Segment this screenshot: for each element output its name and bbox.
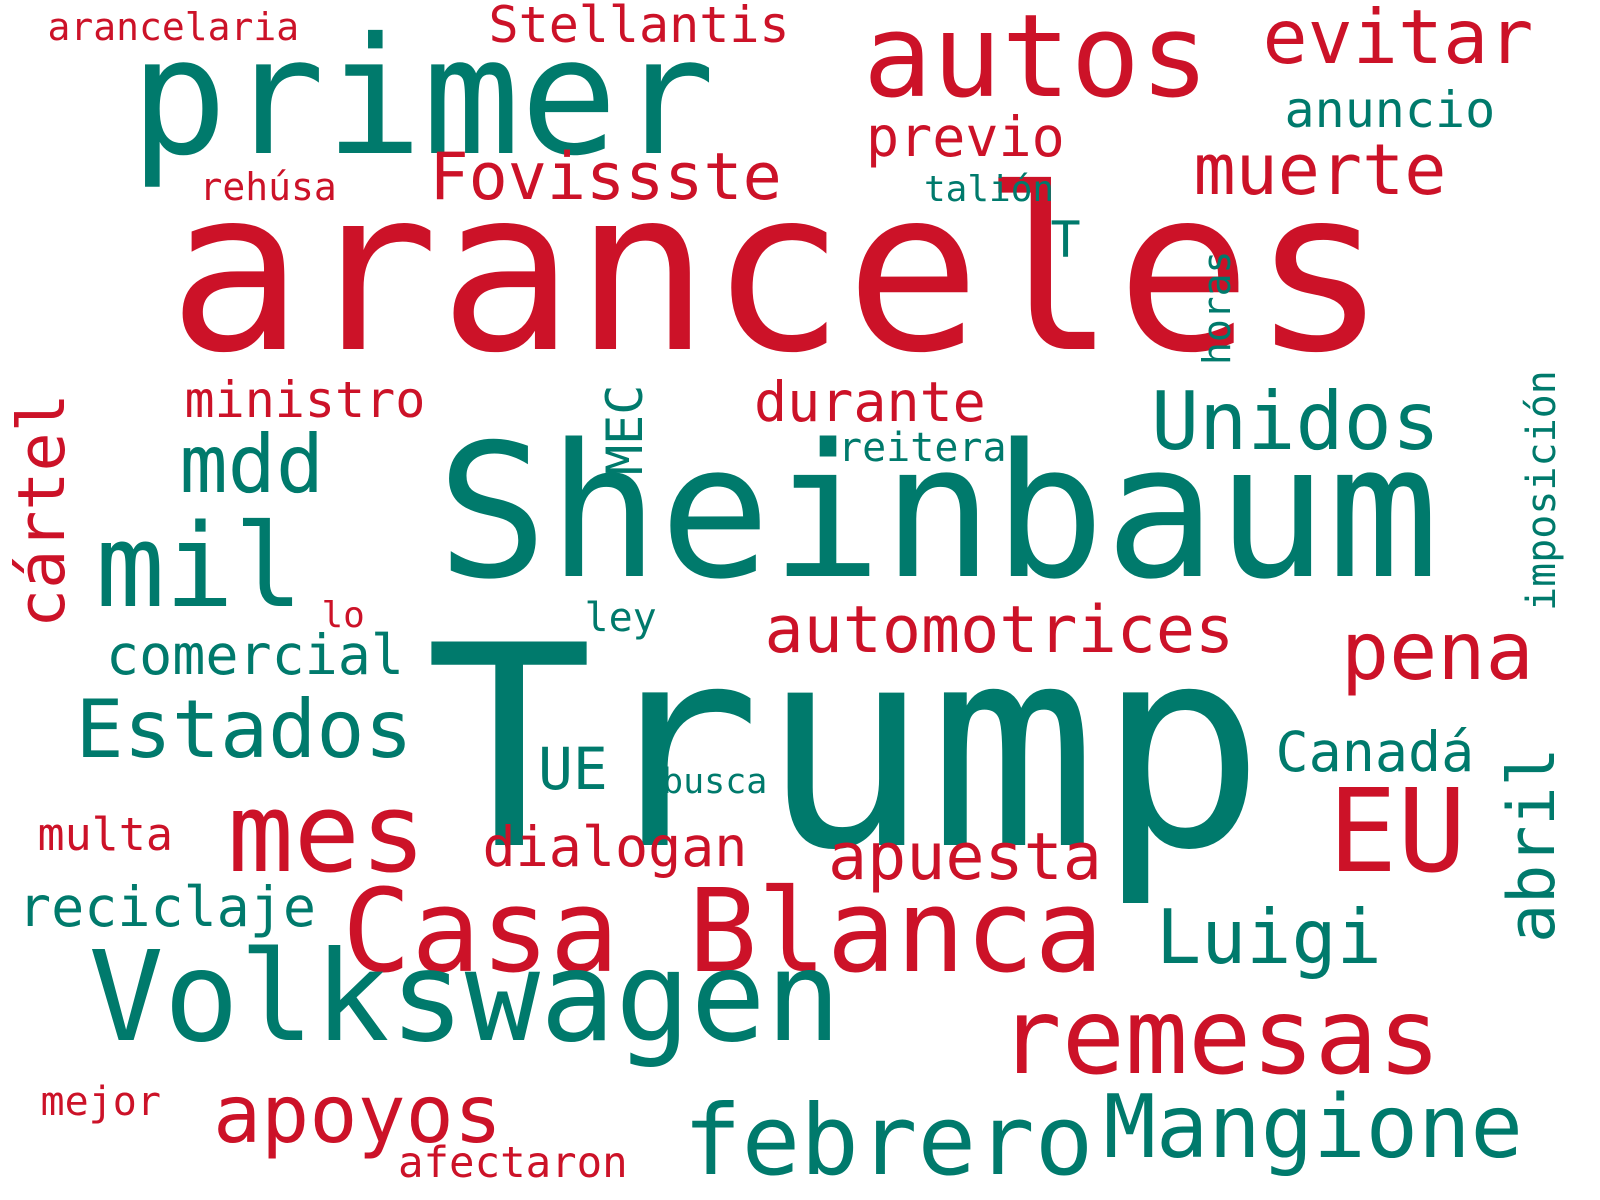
word-evitar: evitar xyxy=(1262,0,1534,81)
word-febrero: febrero xyxy=(683,1083,1094,1197)
word-ministro: ministro xyxy=(184,371,426,429)
word-cartel: cártel xyxy=(5,392,80,628)
word-t: T xyxy=(1050,211,1081,269)
word-pena: pena xyxy=(1341,605,1534,698)
word-mangione: Mangione xyxy=(1103,1075,1523,1178)
word-talion: talión xyxy=(924,169,1055,210)
word-luigi: Luigi xyxy=(1156,893,1382,981)
word-multa: multa xyxy=(37,808,173,861)
word-muerte: muerte xyxy=(1193,129,1447,211)
word-rehusa: rehúsa xyxy=(199,165,337,209)
word-reitera: reitera xyxy=(838,425,1007,471)
word-mes: mes xyxy=(227,769,427,897)
word-automotrices: automotrices xyxy=(764,593,1235,668)
word-volkswagen: Volkswagen xyxy=(88,925,842,1070)
word-horas: horas xyxy=(1195,250,1239,365)
word-abril: abril xyxy=(1495,747,1570,943)
word-ley: ley xyxy=(584,595,657,641)
word-primer: primer xyxy=(130,3,716,192)
word-mdd: mdd xyxy=(179,418,325,511)
word-durante: durante xyxy=(754,370,986,434)
word-busca: busca xyxy=(662,762,768,802)
word-sheinbaum: Sheinbaum xyxy=(436,404,1439,620)
word-arancelaria: arancelaria xyxy=(47,5,300,49)
word-imposicion: imposición xyxy=(1519,369,1565,611)
word-mejor: mejor xyxy=(40,1079,161,1125)
word-lo: lo xyxy=(321,595,365,636)
word-remesas: remesas xyxy=(998,976,1442,1098)
word-autos: autos xyxy=(863,0,1210,124)
word-mil: mil xyxy=(95,500,304,634)
word-apoyos: apoyos xyxy=(213,1068,502,1161)
word-mec: MEC xyxy=(596,384,654,475)
word-unidos: Unidos xyxy=(1151,375,1440,468)
word-stellantis: Stellantis xyxy=(488,0,790,54)
word-dialogan: dialogan xyxy=(482,815,748,879)
word-comercial: comercial xyxy=(106,623,405,687)
word-aranceles: aranceles xyxy=(168,141,1388,403)
word-estados: Estados xyxy=(75,683,413,776)
word-reciclaje: reciclaje xyxy=(18,875,317,939)
word-eu: EU xyxy=(1328,765,1467,899)
word-afectaron: afectaron xyxy=(398,1137,628,1187)
word-canada: Canadá xyxy=(1275,720,1475,784)
word-casa-blanca: Casa Blanca xyxy=(342,865,1104,999)
word-anuncio: anuncio xyxy=(1284,81,1496,139)
word-ue: UE xyxy=(538,735,608,803)
word-fovissste: Fovissste xyxy=(429,140,782,215)
word-trump: Trump xyxy=(425,585,1266,911)
word-apuesta: apuesta xyxy=(828,820,1102,895)
word-previo: previo xyxy=(866,105,1065,169)
